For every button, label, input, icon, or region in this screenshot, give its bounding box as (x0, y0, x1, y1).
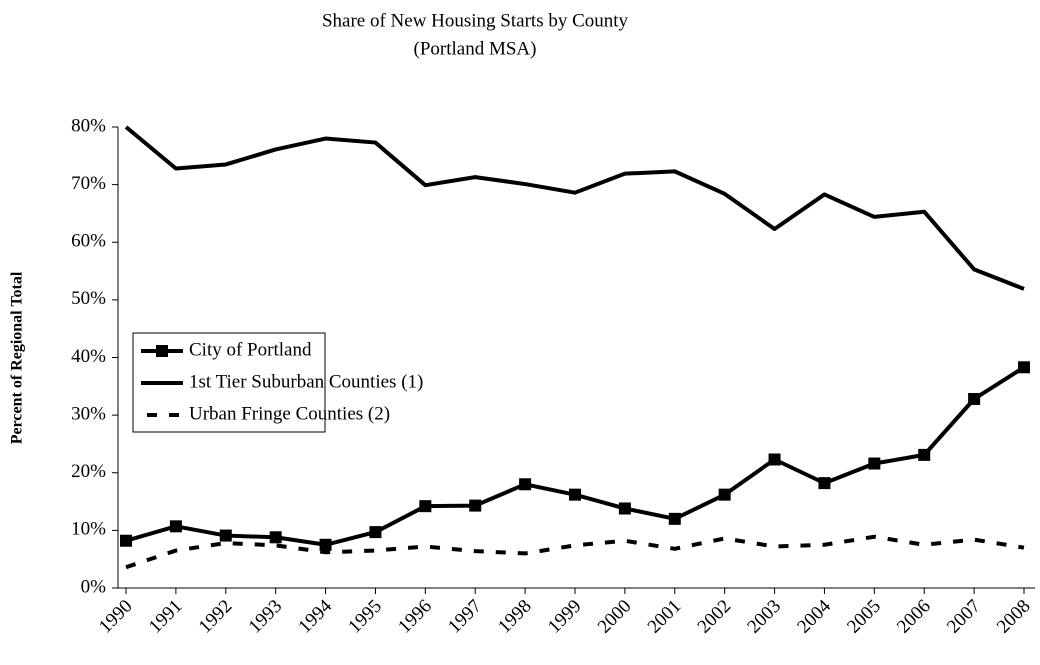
point-marker (768, 453, 781, 466)
x-tick-label: 1996 (394, 596, 436, 638)
point-marker (469, 499, 482, 512)
series-line (124, 125, 1025, 291)
point-marker (269, 531, 282, 544)
x-tick-label: 2005 (843, 596, 885, 638)
x-tick-label: 1999 (544, 596, 586, 638)
x-tick-label: 2004 (793, 595, 835, 637)
x-tick-label: 1990 (95, 596, 137, 638)
y-axis-label: Percent of Regional Total (9, 271, 26, 444)
point-marker (519, 478, 532, 491)
x-tick-label: 1994 (294, 595, 336, 637)
chart-title: Share of New Housing Starts by County (322, 10, 629, 31)
legend-label: 1st Tier Suburban Counties (1) (189, 371, 423, 392)
x-tick-label: 2008 (993, 596, 1035, 638)
y-tick-label: 50% (71, 288, 106, 309)
point-marker (219, 529, 232, 542)
point-marker (1018, 361, 1030, 374)
x-tick-label: 2006 (893, 596, 935, 638)
legend-label: Urban Fringe Counties (2) (189, 403, 390, 424)
point-marker (818, 477, 831, 490)
legend-marker (156, 345, 168, 357)
point-marker (718, 488, 731, 501)
point-marker (668, 512, 681, 525)
point-marker (569, 488, 581, 501)
y-tick-label: 60% (71, 231, 106, 252)
point-marker (120, 534, 132, 547)
legend-label: City of Portland (189, 339, 312, 360)
point-marker (918, 448, 931, 461)
y-tick-label: 70% (71, 173, 106, 194)
x-tick-label: 2000 (594, 596, 636, 638)
y-tick-label: 80% (71, 115, 106, 136)
y-tick-label: 40% (71, 346, 106, 367)
point-marker (968, 392, 981, 405)
y-tick-label: 10% (71, 519, 106, 540)
y-tick-label: 30% (71, 403, 106, 424)
y-tick-label: 20% (71, 461, 106, 482)
x-tick-label: 1991 (145, 596, 187, 638)
point-marker (319, 538, 332, 551)
point-marker (618, 502, 631, 515)
y-tick-label: 0% (81, 576, 107, 597)
point-marker (369, 526, 382, 539)
chart-subtitle: (Portland MSA) (414, 38, 537, 59)
point-marker (419, 500, 432, 513)
x-tick-label: 1998 (494, 596, 536, 638)
point-marker (868, 457, 881, 470)
x-tick-label: 1995 (344, 596, 386, 638)
x-tick-label: 1992 (195, 596, 237, 638)
x-tick-label: 2002 (694, 596, 736, 638)
x-tick-label: 1997 (444, 596, 486, 638)
x-tick-label: 2003 (743, 596, 785, 638)
x-tick-label: 1993 (245, 596, 287, 638)
series-line (125, 534, 1025, 570)
point-marker (169, 520, 182, 533)
x-tick-label: 2001 (644, 596, 686, 638)
x-tick-label: 2007 (943, 596, 985, 638)
